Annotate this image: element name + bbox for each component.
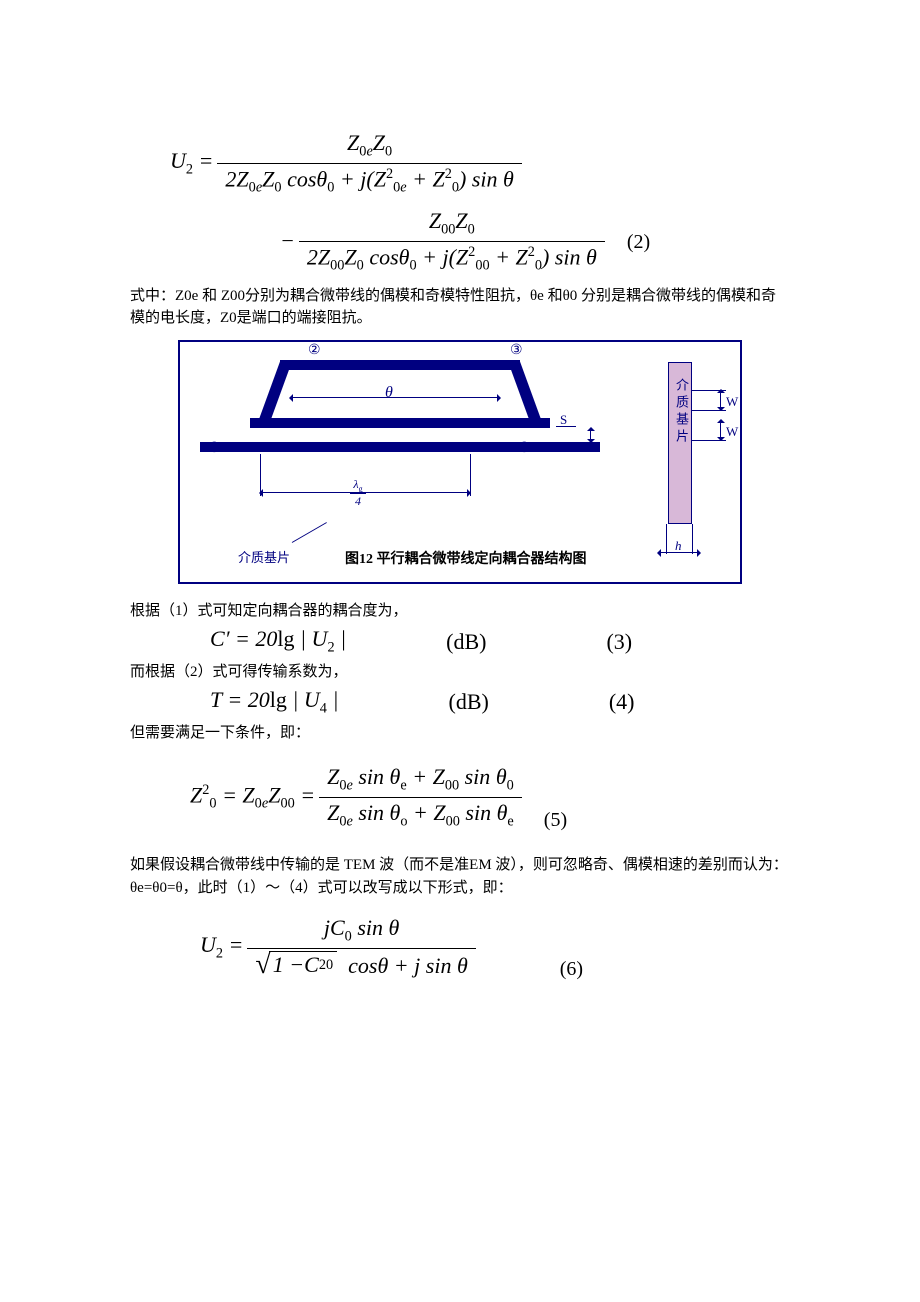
equation-3: C′ = 20lg | U2 | (dB) (3) [130,626,790,656]
document-page: U2 = Z0eZ0 2Z0eZ0 cosθ0 + j(Z20e + Z20) … [0,0,920,1055]
figure-12: ② ③ ① ④ θ S λg 4 介质基片 [178,340,742,584]
figure-s-arrow [590,428,591,442]
eq4-number: (4) [609,689,635,715]
equation-5: Z20 = Z0eZ00 = Z0e sin θe + Z00 sin θ0 Z… [130,762,790,832]
figure-port-3: ③ [510,342,523,359]
figure-port-1: ① [208,440,221,457]
eq3-unit: (dB) [446,629,486,655]
figure-lambda-label: λg 4 [350,476,366,509]
eq2-number: (2) [627,230,650,254]
figure-substrate-bottom-label: 介质基片 [238,547,290,566]
equation-2-line1: U2 = Z0eZ0 2Z0eZ0 cosθ0 + j(Z20e + Z20) … [130,128,790,198]
figure-w-label-1: W [726,394,738,410]
equation-2-line2: − Z00Z0 2Z00Z0 cosθ0 + j(Z200 + Z20) sin… [130,206,790,276]
paragraph-2: 根据（1）式可知定向耦合器的耦合度为， [130,600,790,623]
eq5-number: (5) [544,808,567,832]
eq4-unit: (dB) [449,689,489,715]
figure-substrate-side-label: 介质基片 [672,378,691,446]
eq6-frac: jC0 sin θ √ 1 − C20 cosθ + j sin θ [247,913,475,981]
figure-theta-label: θ [385,384,393,402]
eq2-frac1: Z0eZ0 2Z0eZ0 cosθ0 + j(Z20e + Z20) sin θ [217,128,521,198]
equation-6: U2 = jC0 sin θ √ 1 − C20 cosθ + j sin θ … [130,913,790,981]
eq2-sub: 2 [186,161,193,177]
eq5-frac: Z0e sin θe + Z00 sin θ0 Z0e sin θo + Z00… [319,762,522,832]
figure-port-2: ② [308,342,321,359]
figure-w-label-2: W [726,424,738,440]
eq6-number: (6) [560,957,583,981]
equation-4: T = 20lg | U4 | (dB) (4) [130,687,790,717]
paragraph-5: 如果假设耦合微带线中传输的是 TEM 波（而不是准EM 波），则可忽略奇、偶模相… [130,854,790,899]
eq2-frac2: Z00Z0 2Z00Z0 cosθ0 + j(Z200 + Z20) sin θ [299,206,605,276]
paragraph-1: 式中：Z0e 和 Z00分别为耦合微带线的偶模和奇模特性阻抗，θe 和θ0 分别… [130,285,790,330]
figure-w-arrow-1 [720,390,721,410]
figure-h-label: h [675,538,682,554]
figure-port-4: ④ [518,440,531,457]
paragraph-4: 但需要满足一下条件，即： [130,722,790,745]
figure-theta-arrow [290,397,500,398]
figure-w-arrow-2 [720,420,721,440]
figure-12-wrap: ② ③ ① ④ θ S λg 4 介质基片 [130,340,790,584]
eq3-number: (3) [606,629,632,655]
figure-caption: 图12 平行耦合微带线定向耦合器结构图 [345,548,587,568]
paragraph-3: 而根据（2）式可得传输系数为， [130,661,790,684]
